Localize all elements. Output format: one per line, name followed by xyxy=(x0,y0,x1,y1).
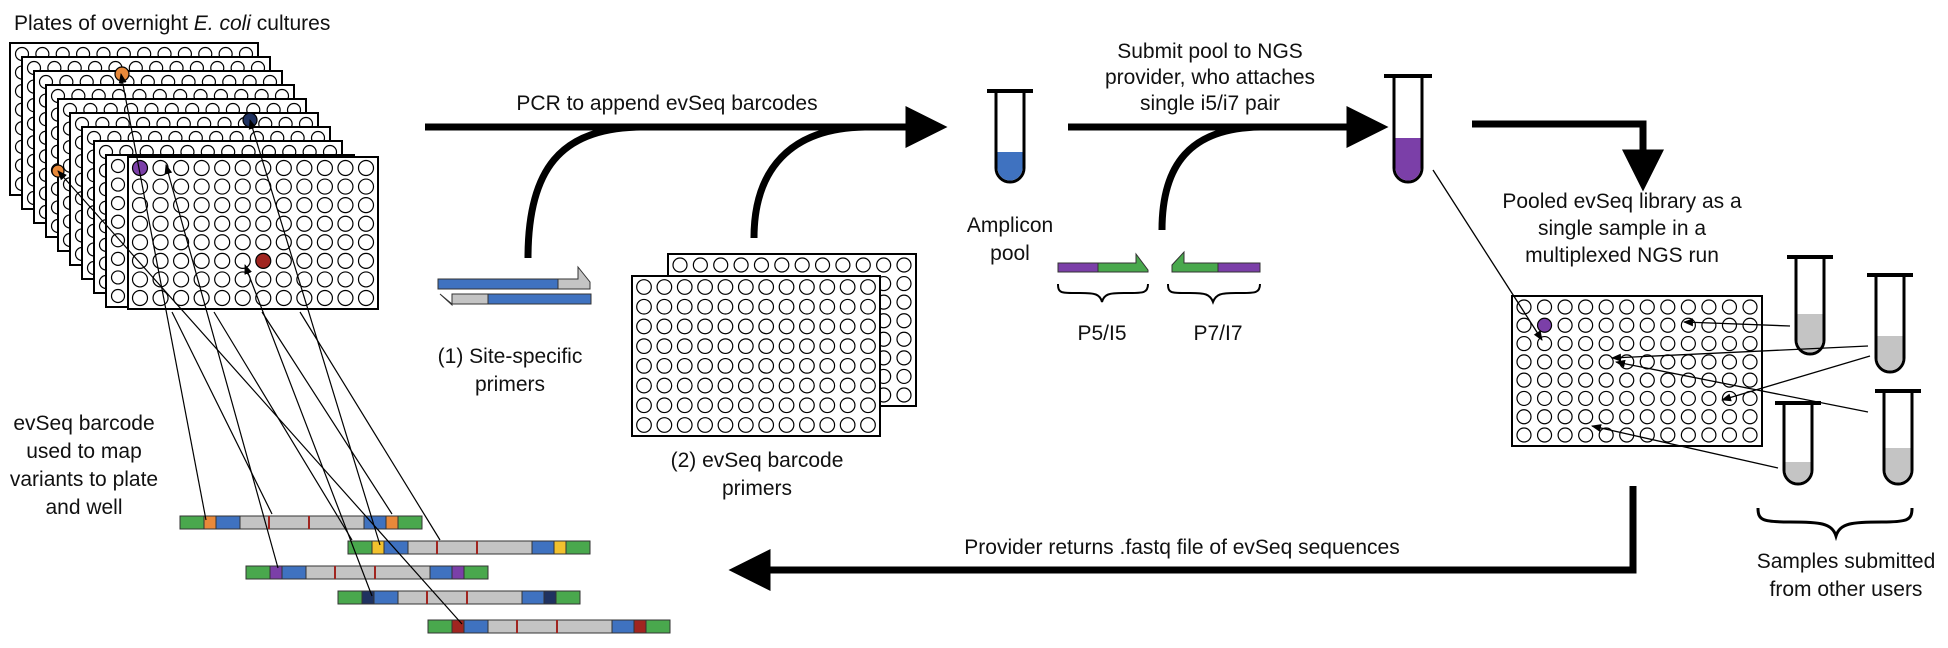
barcode-map-line xyxy=(118,73,207,521)
culture-plate-stack xyxy=(9,42,379,310)
sequence-read xyxy=(337,590,581,605)
other-samples-label-2: from other users xyxy=(1770,578,1923,601)
sample-tube xyxy=(1875,389,1921,486)
amplicon-pool-label-2: pool xyxy=(990,242,1030,265)
primer-plate-front xyxy=(631,275,881,437)
ngs-run-plate xyxy=(1432,169,1763,447)
barcoded-pool-tube xyxy=(1384,74,1432,184)
barcode-use-label-3: variants to plate xyxy=(10,468,158,491)
site-specific-label-2: primers xyxy=(475,373,545,396)
p5-i5-label: P5/I5 xyxy=(1077,322,1126,345)
p7-i7-label: P7/I7 xyxy=(1193,322,1242,345)
other-samples-brace xyxy=(1756,507,1914,542)
returns-arrow xyxy=(728,486,1637,591)
sequence-read xyxy=(427,619,671,634)
sequence-read xyxy=(347,540,591,555)
evseq-primers-label-1: (2) evSeq barcode xyxy=(671,449,844,472)
culture-plate-front xyxy=(127,156,379,310)
pcr-step-label: PCR to append evSeq barcodes xyxy=(516,92,817,115)
sequence-reads xyxy=(57,73,671,634)
sample-tube xyxy=(1867,273,1913,374)
sample-well-arrow xyxy=(1611,345,1869,362)
other-samples-label-1: Samples submitted xyxy=(1757,550,1936,573)
barcode-use-label-1: evSeq barcode xyxy=(13,412,154,435)
barcode-map-line xyxy=(248,119,381,546)
flow-arrows xyxy=(425,106,1664,591)
p5-i5-primer xyxy=(1057,252,1149,303)
site-specific-label-1: (1) Site-specific xyxy=(438,345,583,368)
submit-step-label-3: single i5/i7 pair xyxy=(1140,92,1280,115)
barcode-map-line xyxy=(164,164,279,569)
pool-to-well-arrow xyxy=(1432,169,1543,341)
pcr-primer-curve-1 xyxy=(524,123,641,259)
submit-step-label-1: Submit pool to NGS xyxy=(1117,40,1303,63)
evseq-primers-label-2: primers xyxy=(722,477,792,500)
site-specific-primers xyxy=(437,265,592,307)
index-primer-curve xyxy=(1158,123,1261,231)
barcode-map-line xyxy=(57,170,463,625)
barcode-map-line xyxy=(213,311,353,541)
amplicon-pool-tube xyxy=(987,89,1033,184)
barcode-use-label-2: used to map xyxy=(26,440,142,463)
barcode-map-line xyxy=(299,311,441,541)
submit-step-label-2: provider, who attaches xyxy=(1105,66,1315,89)
p7-i7-primer xyxy=(1167,250,1261,305)
to-library-arrow xyxy=(1472,120,1664,192)
sequence-read xyxy=(245,565,489,580)
pooled-library-label-3: multiplexed NGS run xyxy=(1525,244,1719,267)
pcr-primer-curve-2 xyxy=(750,123,866,239)
barcode-map-line xyxy=(261,311,393,515)
returns-step-label: Provider returns .fastq file of evSeq se… xyxy=(964,536,1399,559)
evseq-primer-plates xyxy=(631,253,917,437)
pooled-library-label-1: Pooled evSeq library as a xyxy=(1502,190,1742,213)
other-user-tubes xyxy=(1591,255,1921,486)
ngs-plate xyxy=(1511,295,1763,447)
sample-well-arrow xyxy=(1591,424,1779,469)
sample-tube xyxy=(1775,401,1821,486)
plates-title: Plates of overnight E. coli cultures xyxy=(14,12,330,35)
pooled-library-label-2: single sample in a xyxy=(1538,217,1706,240)
sample-well-arrow xyxy=(1721,355,1871,402)
sample-well-arrow xyxy=(1683,318,1791,327)
sample-tube xyxy=(1787,255,1833,356)
amplicon-pool-label-1: Amplicon xyxy=(967,214,1053,237)
barcode-map-line xyxy=(171,311,273,515)
barcode-map-line xyxy=(244,264,373,597)
barcode-use-label-4: and well xyxy=(45,496,122,519)
sequence-read xyxy=(179,515,423,530)
sample-well-arrow xyxy=(1615,359,1869,413)
